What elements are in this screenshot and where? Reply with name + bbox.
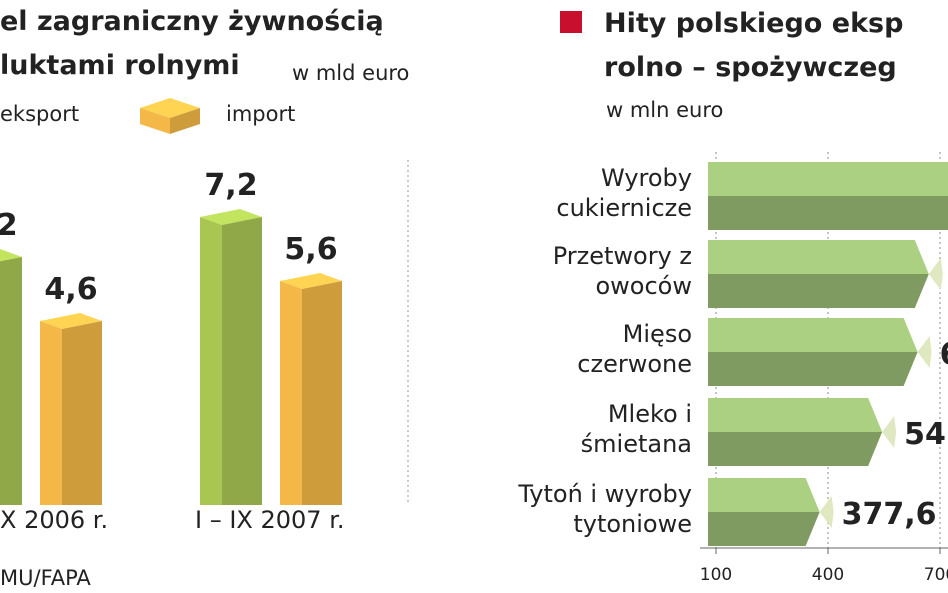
- bar-top: [0, 249, 22, 262]
- legend-label: eksport: [0, 102, 79, 126]
- chart-title: luktami rolnymi: [0, 50, 240, 81]
- bar-front: [200, 217, 222, 505]
- chart-subtitle: w mln euro: [606, 98, 723, 122]
- value-label: 377,6: [842, 497, 937, 532]
- bar-top: [200, 209, 262, 225]
- x-tick-label: I – IX 2007 r.: [195, 506, 344, 534]
- bar-upper: [708, 398, 883, 432]
- legend-label: import: [226, 102, 295, 126]
- legend-icon: [140, 108, 170, 134]
- x-tick-label: 100: [700, 565, 732, 585]
- bar-lower: [708, 512, 820, 546]
- y-tick-label: Tytoń i wyroby tytoniowe: [517, 480, 692, 538]
- x-tick-label: 700: [924, 565, 948, 585]
- x-tick-label: 400: [812, 565, 844, 585]
- bar-side: [222, 217, 262, 505]
- legend-icon: [170, 108, 200, 134]
- bar-top: [40, 313, 102, 329]
- bar-side: [0, 257, 22, 505]
- chart-title: rolno – spożywczeg: [604, 52, 897, 83]
- bar-lower: [708, 196, 948, 230]
- bar: [708, 478, 834, 546]
- bar: [200, 209, 262, 505]
- source: MU/FAPA: [0, 566, 91, 590]
- value-label: 6,2: [0, 208, 18, 243]
- bar-front: [40, 321, 62, 505]
- value-label: 5,6: [284, 232, 337, 267]
- y-tick-label: Wyroby cukiernicze: [556, 164, 692, 222]
- bar-lower: [708, 352, 918, 386]
- bar-lower: [708, 274, 929, 308]
- bar: [40, 313, 102, 505]
- x-tick-label: X 2006 r.: [0, 506, 108, 534]
- chart-title: Hity polskiego eksp: [604, 8, 903, 39]
- chart-title: el zagraniczny żywnością: [0, 6, 384, 37]
- title-marker: [560, 11, 582, 33]
- bar: [708, 162, 948, 230]
- bar-top: [280, 273, 342, 289]
- bar-tip: [917, 336, 932, 368]
- value-label: 4,6: [44, 272, 97, 307]
- bar: [708, 240, 943, 308]
- chart-subtitle: w mld euro: [292, 61, 409, 85]
- bar-upper: [708, 478, 820, 512]
- bar: [0, 249, 22, 505]
- bar-side: [62, 321, 102, 505]
- y-tick-label: Przetwory z owoców: [553, 242, 692, 300]
- bar-side: [302, 281, 342, 505]
- bar-upper: [708, 318, 918, 352]
- value-label: 640: [940, 337, 948, 372]
- bar-front: [280, 281, 302, 505]
- bar: [708, 318, 932, 386]
- bar-tip: [882, 416, 897, 448]
- bar: [708, 398, 897, 466]
- bar-tip: [928, 258, 943, 290]
- bar-tip: [819, 496, 834, 528]
- bar-lower: [708, 432, 883, 466]
- bar-upper: [708, 162, 948, 196]
- y-tick-label: Mleko i śmietana: [581, 400, 692, 458]
- value-label: 7,2: [204, 168, 257, 203]
- bar-upper: [708, 240, 929, 274]
- bar: [280, 273, 342, 505]
- value-label: 545: [904, 417, 948, 452]
- y-tick-label: Mięso czerwone: [577, 320, 692, 378]
